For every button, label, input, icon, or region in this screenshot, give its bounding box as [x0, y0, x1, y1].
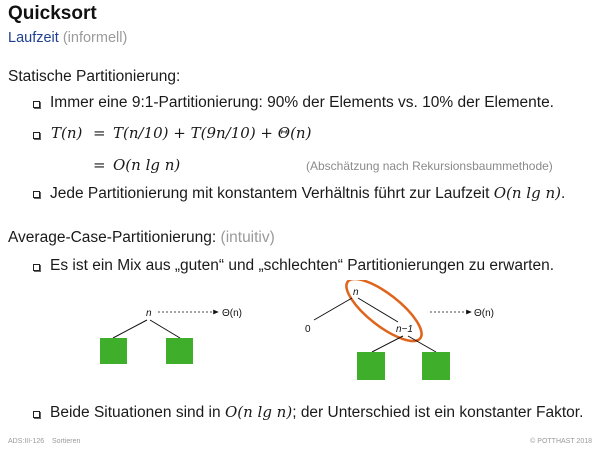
bullet-constant-ratio-period: . [560, 185, 566, 202]
footer-section: Sortieren [52, 438, 81, 445]
bullet-square-icon [33, 101, 40, 108]
equation-equals-2: = [93, 156, 106, 174]
equation-equals: = [93, 124, 106, 142]
left-edge-right [149, 319, 181, 339]
bullet-square-icon [33, 132, 40, 139]
partition-diagram: n Θ(n) n 0 n−1 Θ(n) [100, 280, 494, 380]
bullet-square-icon [33, 264, 40, 271]
equation-note: (Abschätzung nach Rekursionsbaummethode) [306, 159, 553, 173]
right-cost-label: Θ(n) [474, 308, 494, 319]
average-heading-text: Average-Case-Partitionierung: [8, 229, 217, 246]
slide-title: Quicksort [8, 3, 97, 24]
bullet-mix: Es ist ein Mix aus „guten“ und „schlecht… [50, 257, 554, 274]
right-lower-edge-right [407, 335, 437, 353]
bullet-9-1-partition: Immer eine 9:1-Partitionierung: 90% der … [50, 94, 554, 111]
both-situations-post: ; der Unterschied ist ein konstanter Fak… [292, 404, 584, 421]
bullet-constant-ratio-text: Jede Partitionierung mit konstantem Verh… [50, 185, 490, 202]
left-cost-label: Θ(n) [222, 308, 242, 319]
right-lower-right-box [422, 352, 450, 380]
subtitle-aside: (informell) [62, 30, 128, 46]
footer-copyright: © POTTHAST 2018 [530, 438, 592, 445]
equation-recurrence: T(n/10) + T(9n/10) + Θ(n) [113, 124, 312, 142]
bullet-square-icon [33, 191, 40, 198]
bullet-constant-ratio: Jede Partitionierung mit konstantem Verh… [50, 184, 565, 203]
section-heading-average: Average-Case-Partitionierung: (intuitiv) [8, 229, 275, 247]
bullet-both-situations: Beide Situationen sind in O(n lg n); der… [50, 403, 583, 422]
right-subproblem-box [166, 338, 193, 364]
bullet-constant-ratio-math: O(n lg n) [493, 184, 561, 202]
both-situations-math: O(n lg n) [224, 403, 293, 421]
left-subproblem-box [100, 338, 127, 364]
partition-highlight-ellipse [345, 280, 423, 343]
right-lower-left-box [357, 352, 385, 380]
right-edge-n-minus-1 [357, 297, 399, 323]
average-heading-aside: (intuitiv) [220, 229, 275, 246]
right-root-label: n [353, 287, 359, 298]
bullet-square-icon [33, 411, 40, 418]
section-heading-static: Statische Partitionierung: [8, 68, 181, 85]
right-child-label: n−1 [396, 324, 413, 335]
right-lower-edge-left [371, 335, 404, 353]
subtitle-main: Laufzeit [8, 30, 59, 46]
both-situations-pre: Beide Situationen sind in [50, 404, 221, 421]
left-root-label: n [146, 308, 152, 319]
slide-subtitle: Laufzeit (informell) [8, 30, 127, 46]
right-zero-label: 0 [305, 324, 311, 335]
equation-result: O(n lg n) [113, 156, 181, 174]
left-edge-left [112, 319, 148, 339]
footer-slide-number: ADS:III-126 [8, 438, 45, 445]
right-edge-zero [313, 297, 353, 321]
equation-lhs: T(n) [51, 124, 83, 142]
